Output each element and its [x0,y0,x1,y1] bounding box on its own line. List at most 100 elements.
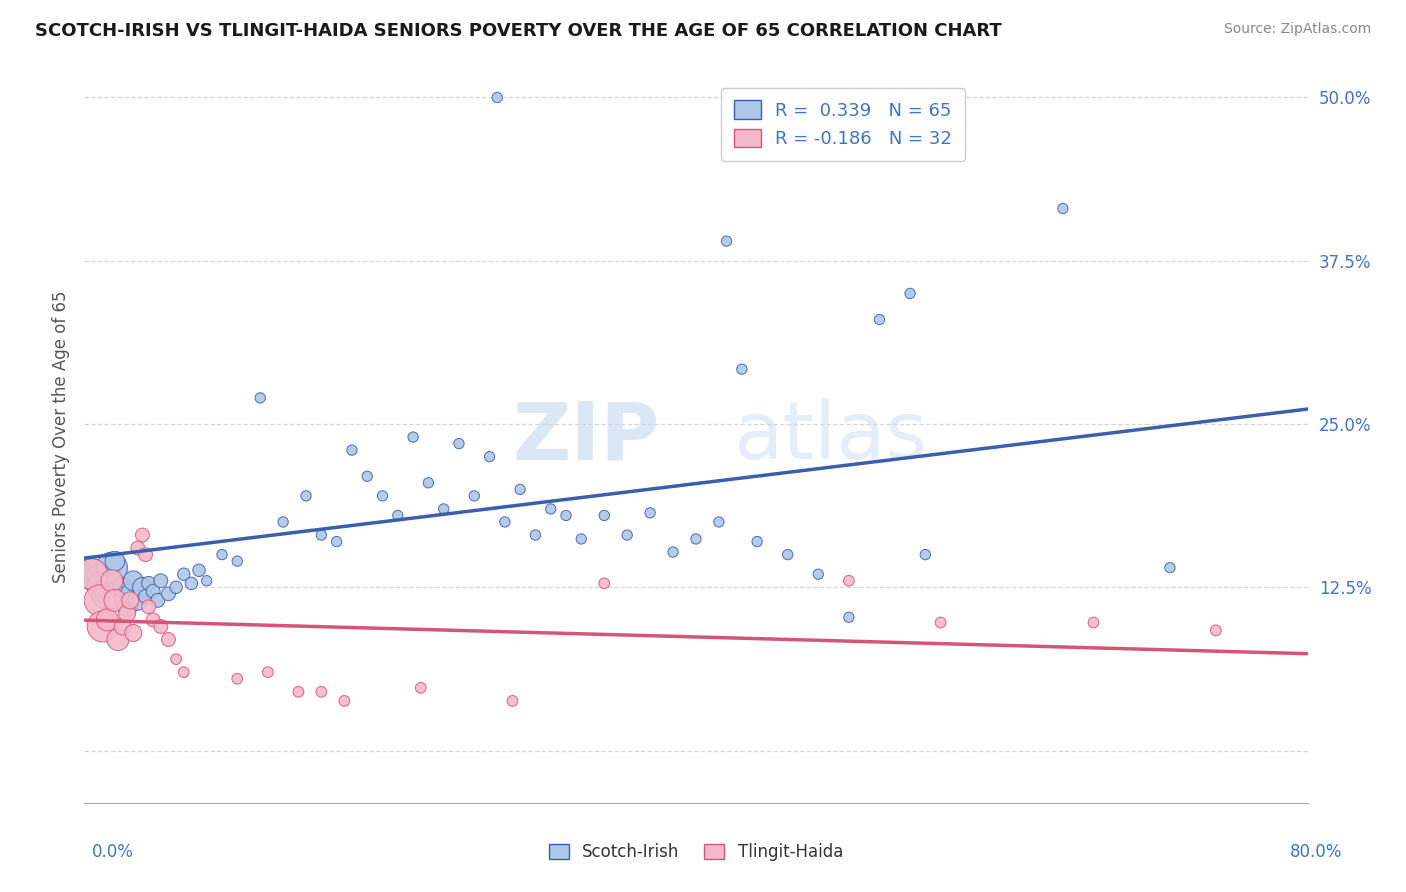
Point [486,90,509,104]
Point [914,548,936,562]
Point [131,528,153,542]
Text: 0.0%: 0.0% [91,843,134,861]
Point [898,286,921,301]
Point [325,534,347,549]
Point [340,443,363,458]
Point [135,548,157,562]
Point [540,502,562,516]
Point [80,567,103,582]
Point [96,587,118,601]
Point [1159,560,1181,574]
Point [127,593,149,607]
Point [387,508,409,523]
Point [149,619,172,633]
Point [311,528,333,542]
Point [127,541,149,555]
Point [173,665,195,680]
Point [101,560,124,574]
Point [173,567,195,582]
Text: Source: ZipAtlas.com: Source: ZipAtlas.com [1223,22,1371,37]
Point [80,567,103,582]
Point [685,532,707,546]
Point [146,593,169,607]
Point [509,483,531,497]
Point [91,580,114,594]
Point [165,580,187,594]
Point [111,619,134,633]
Point [226,554,249,568]
Point [409,681,432,695]
Point [569,532,592,546]
Point [418,475,440,490]
Point [356,469,378,483]
Point [115,607,138,621]
Point [226,672,249,686]
Point [96,613,118,627]
Point [138,599,160,614]
Point [89,574,111,588]
Point [494,515,516,529]
Point [120,587,142,601]
Point [311,685,333,699]
Point [555,508,578,523]
Point [271,515,294,529]
Point [287,685,309,699]
Point [433,502,456,516]
Point [1083,615,1105,630]
Point [707,515,730,529]
Point [638,506,661,520]
Point [142,613,165,627]
Point [731,362,754,376]
Point [1205,624,1227,638]
Point [662,545,685,559]
Point [91,619,114,633]
Point [249,391,271,405]
Point [135,590,157,604]
Point [211,548,233,562]
Point [371,489,394,503]
Point [807,567,830,582]
Point [616,528,638,542]
Point [593,576,616,591]
Point [402,430,425,444]
Point [257,665,280,680]
Point [89,593,111,607]
Point [101,574,124,588]
Point [165,652,187,666]
Point [122,626,145,640]
Point [838,610,860,624]
Text: 80.0%: 80.0% [1291,843,1343,861]
Point [142,584,165,599]
Point [138,576,160,591]
Point [157,632,180,647]
Point [295,489,318,503]
Point [593,508,616,523]
Point [149,574,172,588]
Point [195,574,218,588]
Point [115,599,138,614]
Text: atlas: atlas [733,398,927,476]
Point [131,580,153,594]
Point [104,554,127,568]
Point [111,580,134,594]
Point [747,534,769,549]
Point [107,632,129,647]
Point [188,563,211,577]
Point [716,234,738,248]
Point [1052,202,1074,216]
Text: SCOTCH-IRISH VS TLINGIT-HAIDA SENIORS POVERTY OVER THE AGE OF 65 CORRELATION CHA: SCOTCH-IRISH VS TLINGIT-HAIDA SENIORS PO… [35,22,1002,40]
Legend: Scotch-Irish, Tlingit-Haida: Scotch-Irish, Tlingit-Haida [543,837,849,868]
Point [929,615,952,630]
Point [524,528,547,542]
Point [104,593,127,607]
Point [869,312,891,326]
Point [447,436,470,450]
Point [838,574,860,588]
Y-axis label: Seniors Poverty Over the Age of 65: Seniors Poverty Over the Age of 65 [52,291,70,583]
Point [463,489,485,503]
Point [120,593,142,607]
Point [776,548,799,562]
Point [122,574,145,588]
Text: ZIP: ZIP [512,398,659,476]
Point [180,576,202,591]
